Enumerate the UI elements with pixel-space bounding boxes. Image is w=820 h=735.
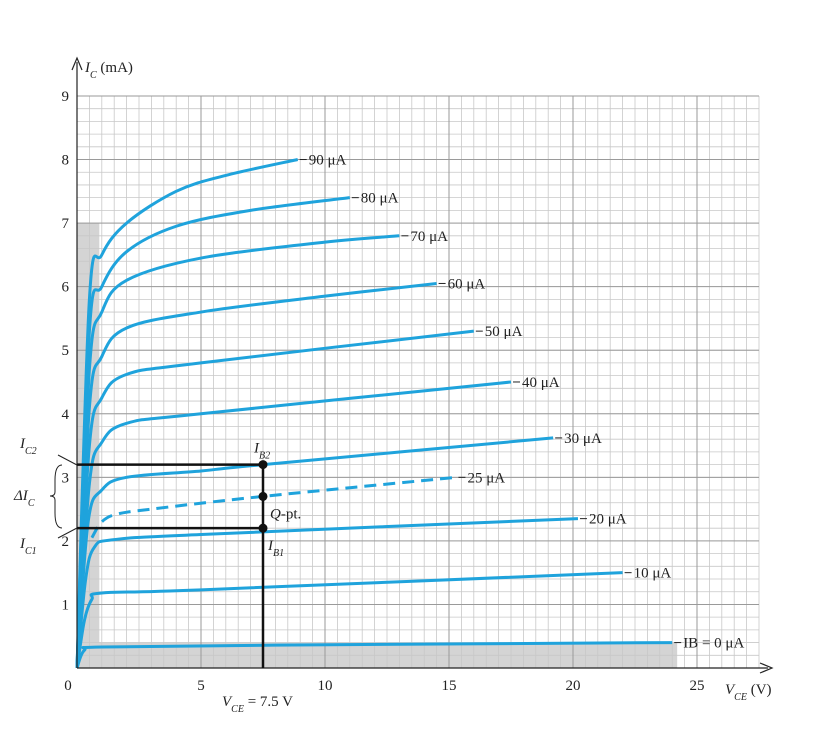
x-tick-label: 15	[442, 678, 457, 694]
y-tick-label: 3	[62, 470, 70, 486]
ib1-point	[258, 523, 268, 533]
x-label: VCE (V)	[725, 682, 772, 703]
text-part: = 7.5 V	[244, 694, 293, 710]
leader-lines	[57, 454, 78, 539]
text-part: I	[19, 436, 26, 452]
vce-label: VCE = 7.5 V	[222, 694, 293, 715]
text-part: (V)	[747, 682, 772, 698]
q-point	[258, 491, 268, 501]
subscript: CE	[231, 704, 244, 715]
curve-label: IB = 0 μA	[683, 636, 744, 652]
y-axis	[71, 56, 83, 668]
text-part: I	[253, 441, 260, 457]
y-tick-label: 8	[62, 153, 70, 169]
curve	[75, 158, 299, 669]
text-part: I	[84, 60, 91, 76]
x-tick-label: 10	[318, 678, 333, 694]
curve-label: 10 μA	[634, 566, 672, 582]
subscript: CE	[734, 692, 747, 703]
x-tick-label: 20	[566, 678, 581, 694]
subscript: C1	[25, 546, 37, 557]
curve-label: 30 μA	[564, 431, 602, 447]
curve-label: 20 μA	[589, 512, 627, 528]
grid	[77, 95, 760, 668]
curve-label: 80 μA	[361, 191, 399, 207]
curve	[75, 380, 512, 669]
ic1-label: IC1	[19, 536, 37, 557]
text-part: -pt.	[281, 506, 301, 522]
plot	[75, 158, 673, 669]
x-axis	[77, 662, 774, 674]
delta-brace	[49, 464, 63, 529]
ib2-point	[258, 460, 268, 470]
x-tick-label: 5	[197, 678, 205, 694]
curve-label: 40 μA	[522, 375, 560, 391]
y-tick-label: 9	[62, 89, 70, 105]
curve	[75, 517, 579, 669]
subscript: B2	[259, 450, 270, 461]
subscript: C2	[25, 446, 37, 457]
curve	[75, 571, 623, 669]
curve-label: 25 μA	[467, 470, 505, 486]
text-part: Q	[270, 506, 281, 522]
text-part: I	[267, 538, 274, 554]
ic2-label: IC2	[19, 436, 37, 457]
curve-label: 90 μA	[309, 153, 347, 169]
text-part: V	[222, 694, 233, 710]
curve-label: 50 μA	[485, 324, 523, 340]
q-label: Q-pt.	[270, 506, 301, 522]
y-tick-label: 2	[62, 534, 70, 550]
subscript: C	[90, 70, 97, 81]
subscript: C	[28, 498, 35, 509]
curve	[90, 475, 457, 539]
text-part: (mA)	[97, 60, 133, 76]
y-tick-label: 7	[62, 216, 70, 232]
text-part: ΔI	[13, 488, 29, 504]
y-label: IC (mA)	[84, 60, 133, 81]
delta-label: ΔIC	[13, 488, 35, 509]
y-tick-label: 4	[62, 407, 70, 423]
ib1-label: IB1	[267, 538, 284, 559]
y-tick-label: 6	[62, 280, 70, 296]
y-tick-label: 5	[62, 343, 70, 359]
curve-label: 70 μA	[410, 229, 448, 245]
ib2-label: IB2	[253, 441, 270, 462]
y-tick-label: 1	[62, 597, 70, 613]
text-part: I	[19, 536, 26, 552]
text-part: V	[725, 682, 736, 698]
subscript: B1	[273, 548, 284, 559]
x-tick-label: 0	[64, 678, 72, 694]
curve	[75, 641, 673, 669]
curve-label: 60 μA	[448, 276, 486, 292]
x-tick-label: 25	[690, 678, 705, 694]
